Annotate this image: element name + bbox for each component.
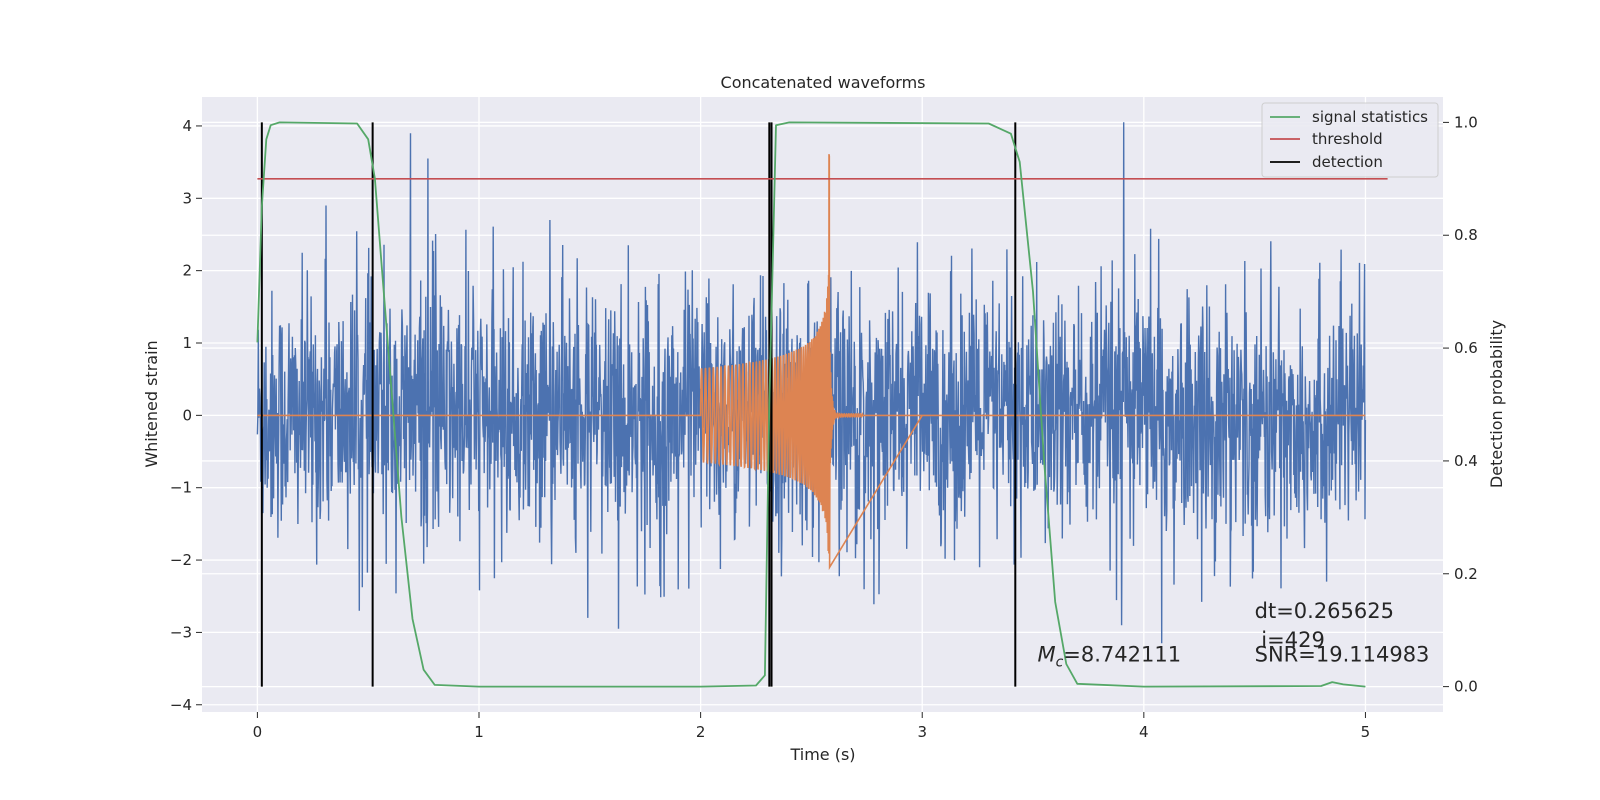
y2-axis-title: Detection probability	[1487, 320, 1506, 488]
y-tick-label: 1	[182, 334, 192, 352]
annotation-dt: dt=0.265625	[1255, 599, 1394, 623]
x-axis-title: Time (s)	[789, 745, 855, 764]
template-series	[257, 154, 1366, 571]
annotation-chirp-mass-symbol: M	[1037, 642, 1055, 666]
y-axis-title: Whitened strain	[142, 340, 161, 467]
y-tick-label: 4	[182, 117, 192, 135]
x-tick-label: 3	[917, 723, 927, 741]
y-tick-label: −1	[170, 479, 192, 497]
y-tick-label: −2	[170, 551, 192, 569]
annotation-chirp-mass-subscript: c	[1056, 654, 1064, 670]
y2-tick-label: 1.0	[1454, 113, 1478, 131]
y-tick-label: 0	[182, 406, 192, 424]
y2-tick-label: 0.8	[1454, 226, 1478, 244]
chart-title: Concatenated waveforms	[721, 73, 926, 92]
y2-tick-label: 0.2	[1454, 565, 1478, 583]
annotation-chirp-mass: Mc=8.742111	[1037, 642, 1181, 670]
axes: −4 −3 −2 −1 0 1 2 3 4 0.0 0.2 0.4 0.6 0.8 1.0 0 1 2 3 4 5	[170, 113, 1478, 741]
y-tick-label: 2	[182, 262, 192, 280]
x-tick-label: 5	[1361, 723, 1371, 741]
y2-tick-label: 0.6	[1454, 339, 1478, 357]
series-layer	[256, 121, 1388, 688]
y2-tick-label: 0.4	[1454, 452, 1478, 470]
y-tick-label: −4	[170, 696, 192, 714]
y2-tick-label: 0.0	[1454, 678, 1478, 696]
signal-statistics-series	[256, 121, 1366, 688]
y-tick-label: 3	[182, 189, 192, 207]
annotation-chirp-mass-value: =8.742111	[1063, 642, 1181, 666]
legend-label-signal-statistics: signal statistics	[1312, 108, 1428, 126]
y-tick-label: −3	[170, 623, 192, 641]
x-tick-label: 2	[696, 723, 706, 741]
annotation-index: i=429	[1255, 628, 1325, 652]
annotation-snr: SNR=19.114983	[1255, 642, 1430, 666]
x-tick-label: 4	[1139, 723, 1149, 741]
x-tick-label: 1	[474, 723, 484, 741]
x-tick-label: 0	[253, 723, 263, 741]
annotations: dt=0.265625 i=429 SNR=19.114983 Mc=8.742…	[1037, 599, 1429, 670]
legend-label-threshold: threshold	[1312, 130, 1383, 148]
legend-label-detection: detection	[1312, 153, 1383, 171]
legend: signal statistics threshold detection	[1261, 102, 1439, 178]
legend-frame	[1261, 102, 1439, 178]
